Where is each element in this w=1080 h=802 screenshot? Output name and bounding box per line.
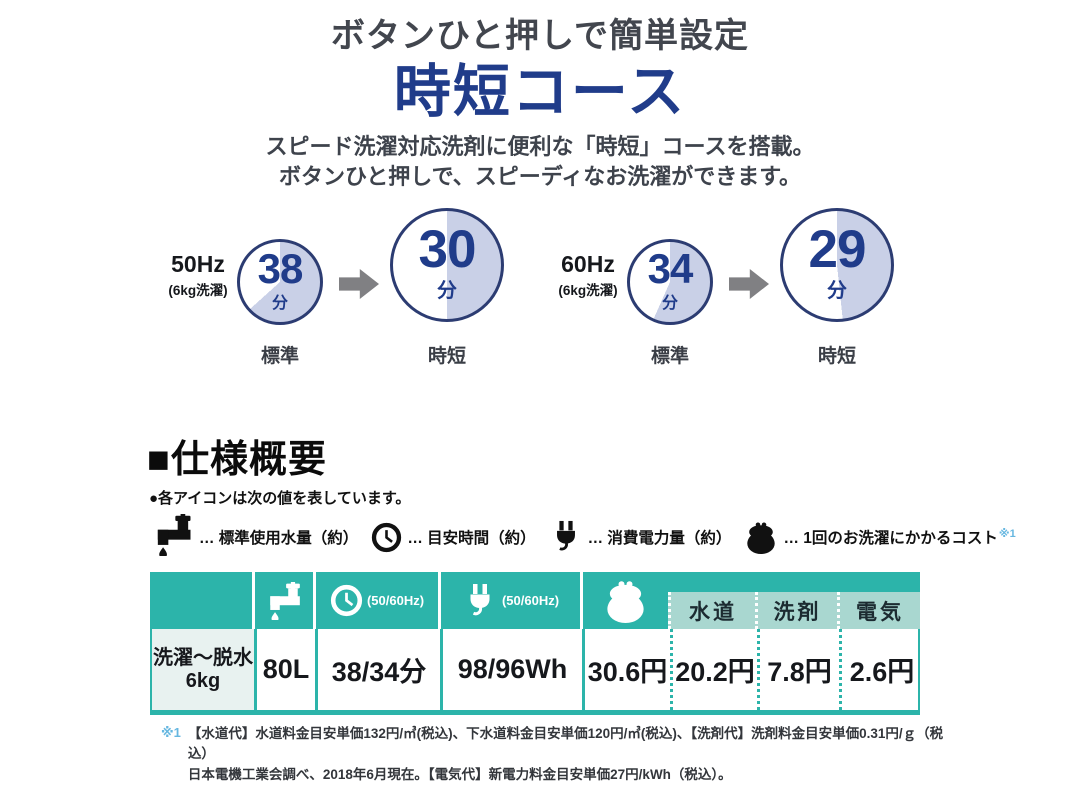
value-cost-electric: 2.6円	[839, 629, 922, 710]
footnote-mark: ※1	[161, 725, 181, 740]
header-cell-cost-water: 水道	[668, 572, 755, 629]
course-label-standard: 標準	[650, 346, 689, 367]
header-cell-water	[252, 572, 313, 629]
pie-clock-standard-50hz: 38 分	[237, 239, 323, 325]
course-label-quick: 時短	[817, 346, 856, 367]
legend-power-label: … 消費電力量（約）	[587, 530, 732, 547]
minutes-unit: 分	[827, 280, 847, 303]
row-label-cell: 洗濯～脱水 6kg	[152, 629, 254, 710]
page-title: 時短コース	[393, 60, 687, 124]
icon-legend: … 標準使用水量（約） … 目安時間（約） … 消費電力量（約） … 1回のお洗…	[152, 511, 1029, 563]
hz-note: (50/60Hz)	[366, 593, 425, 608]
footnote-text: 【水道代】水道料金目安単価132円/㎥(税込)、下水道料金目安単価120円/㎥(…	[187, 726, 944, 782]
minutes-value: 29	[808, 219, 867, 279]
clock-icon	[371, 522, 402, 553]
minutes-value: 38	[257, 245, 304, 293]
minutes-unit: 分	[437, 280, 457, 303]
pie-clock-standard-60hz: 34 分	[627, 239, 713, 325]
pie-clock-quick-50hz: 30 分	[390, 208, 504, 322]
header-cell-power: (50/60Hz)	[438, 572, 580, 629]
table-bottom-bar	[150, 710, 920, 715]
hz-note: (50/60Hz)	[501, 593, 560, 608]
frequency-label-50hz: 50Hz (6kg洗濯)	[152, 251, 244, 299]
value-time: 38/34分	[315, 629, 440, 710]
minutes-unit: 分	[661, 294, 678, 312]
clock-icon	[330, 584, 363, 617]
course-label-quick: 時短	[427, 346, 466, 367]
spec-table-data-row: 洗濯～脱水 6kg 80L 38/34分 98/96Wh 30.6円 20.2円…	[150, 629, 920, 710]
footnote-ref: ※1	[998, 527, 1016, 540]
minutes-value: 34	[647, 245, 694, 293]
minutes-unit: 分	[271, 294, 288, 312]
minutes-value: 30	[418, 219, 477, 279]
faucet-icon	[152, 514, 194, 556]
header-cell-time: (50/60Hz)	[313, 572, 438, 629]
hz-value: 60Hz	[561, 251, 615, 277]
spec-table-header-row: (50/60Hz) (50/60Hz) 水道 洗剤 電気	[150, 572, 920, 629]
header-cell-cost-electric: 電気	[837, 572, 920, 629]
legend-cost-label: … 1回のお洗濯にかかるコスト※1	[783, 527, 1016, 547]
load-value: (6kg洗濯)	[168, 283, 228, 299]
arrow-right-icon	[729, 269, 769, 299]
header-cell-empty	[150, 572, 252, 629]
lede-line-2: ボタンひと押しで、スピーディなお洗濯ができます。	[278, 164, 802, 190]
header-cell-cost-detergent: 洗剤	[755, 572, 837, 629]
pie-clock-quick-60hz: 29 分	[780, 208, 894, 322]
header-cell-cost	[580, 572, 668, 629]
spec-table: (50/60Hz) (50/60Hz) 水道 洗剤 電気 洗濯～脱水 6kg	[150, 572, 920, 715]
value-cost-detergent: 7.8円	[757, 629, 839, 710]
hz-value: 50Hz	[171, 251, 225, 277]
value-cost-water: 20.2円	[670, 629, 757, 710]
plug-icon	[549, 520, 583, 554]
page-subtitle: ボタンひと押しで簡単設定	[331, 17, 749, 55]
value-water: 80L	[254, 629, 315, 710]
value-cost-total: 30.6円	[582, 629, 670, 710]
load-value: (6kg洗濯)	[558, 283, 618, 299]
legend-water-label: … 標準使用水量（約）	[199, 530, 359, 547]
course-label-standard: 標準	[260, 346, 299, 367]
footnote: ※1 【水道代】水道料金目安単価132円/㎥(税込)、下水道料金目安単価120円…	[161, 724, 961, 785]
purse-icon	[603, 578, 648, 623]
purse-icon	[744, 520, 778, 554]
arrow-right-icon	[339, 269, 379, 299]
frequency-label-60hz: 60Hz (6kg洗濯)	[542, 251, 634, 299]
spec-icons-note: ●各アイコンは次の値を表しています。	[149, 490, 411, 507]
lede-line-1: スピード洗濯対応洗剤に便利な「時短」コースを搭載。	[265, 134, 815, 159]
value-power: 98/96Wh	[440, 629, 582, 710]
legend-time-label: … 目安時間（約）	[407, 530, 536, 547]
plug-icon	[462, 583, 498, 619]
page-lede: スピード洗濯対応洗剤に便利な「時短」コースを搭載。 ボタンひと押しで、スピーディ…	[0, 132, 1080, 193]
spec-section-heading: ■仕様概要	[147, 439, 327, 481]
faucet-icon	[265, 582, 303, 620]
